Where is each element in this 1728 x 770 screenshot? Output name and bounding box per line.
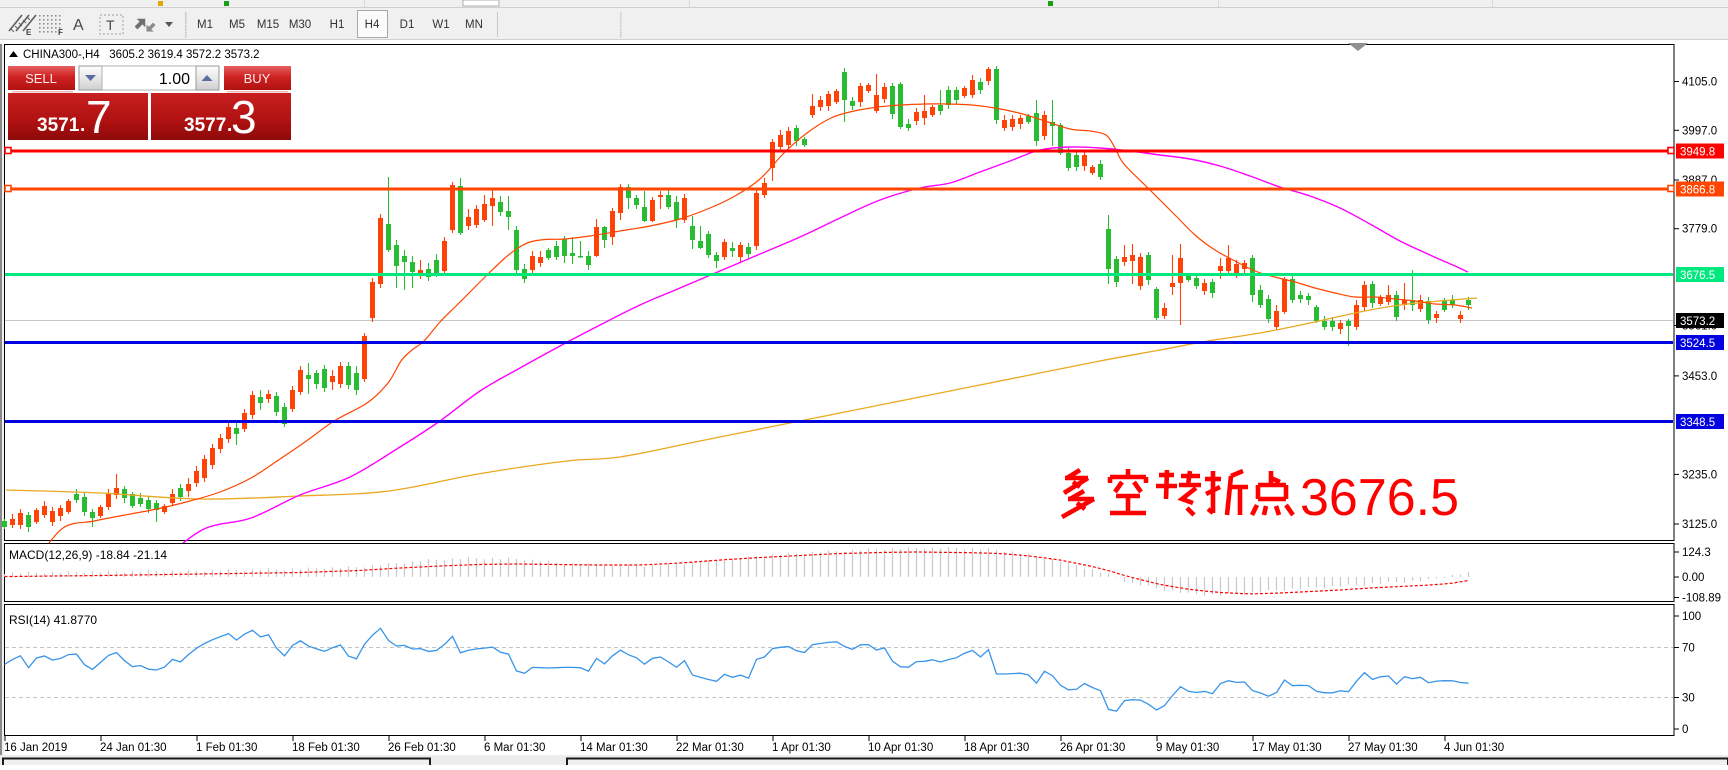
svg-text:16 Jan 2019: 16 Jan 2019 xyxy=(4,742,67,754)
svg-text:3949.8: 3949.8 xyxy=(1680,147,1715,159)
svg-text:3524.5: 3524.5 xyxy=(1680,338,1715,350)
svg-text:3676.5: 3676.5 xyxy=(1680,270,1715,282)
svg-text:T: T xyxy=(106,17,115,33)
svg-text:W1: W1 xyxy=(432,19,449,31)
svg-text:BUY: BUY xyxy=(244,71,271,86)
svg-text:26 Feb 01:30: 26 Feb 01:30 xyxy=(388,742,456,754)
svg-text:.: . xyxy=(80,115,85,136)
svg-text:70: 70 xyxy=(1682,643,1695,655)
svg-text:4105.0: 4105.0 xyxy=(1682,77,1717,89)
svg-text:18 Apr 01:30: 18 Apr 01:30 xyxy=(964,742,1029,754)
svg-text:A: A xyxy=(73,17,84,34)
svg-text:1 Apr 01:30: 1 Apr 01:30 xyxy=(772,742,831,754)
svg-text:3577: 3577 xyxy=(184,115,226,136)
svg-text:6 Mar 01:30: 6 Mar 01:30 xyxy=(484,742,545,754)
svg-text:M30: M30 xyxy=(289,19,311,31)
svg-text:1 Feb 01:30: 1 Feb 01:30 xyxy=(196,742,257,754)
svg-text:3235.0: 3235.0 xyxy=(1682,469,1717,481)
svg-text:100: 100 xyxy=(1682,611,1701,623)
svg-text:9 May 01:30: 9 May 01:30 xyxy=(1156,742,1219,754)
svg-text:3779.0: 3779.0 xyxy=(1682,224,1717,236)
svg-text:3125.0: 3125.0 xyxy=(1682,519,1717,531)
svg-text:26 Apr 01:30: 26 Apr 01:30 xyxy=(1060,742,1125,754)
svg-text:18 Feb 01:30: 18 Feb 01:30 xyxy=(292,742,360,754)
svg-text:3676.5: 3676.5 xyxy=(1300,469,1459,527)
svg-text:MACD(12,26,9) -18.84 -21.14: MACD(12,26,9) -18.84 -21.14 xyxy=(9,548,167,562)
svg-text:10 Apr 01:30: 10 Apr 01:30 xyxy=(868,742,933,754)
svg-text:30: 30 xyxy=(1682,693,1695,705)
svg-text:0.00: 0.00 xyxy=(1682,572,1704,584)
svg-text:1.00: 1.00 xyxy=(159,71,190,88)
svg-text:M1: M1 xyxy=(197,19,213,31)
svg-text:D1: D1 xyxy=(400,19,415,31)
svg-text:4 Jun 01:30: 4 Jun 01:30 xyxy=(1444,742,1504,754)
svg-text:RSI(14) 41.8770: RSI(14) 41.8770 xyxy=(9,613,97,627)
svg-text:-108.89: -108.89 xyxy=(1682,593,1721,605)
svg-text:3348.5: 3348.5 xyxy=(1680,417,1715,429)
svg-text:F: F xyxy=(58,28,63,37)
svg-text:3571: 3571 xyxy=(37,115,80,136)
svg-text:22 Mar 01:30: 22 Mar 01:30 xyxy=(676,742,744,754)
svg-text:3: 3 xyxy=(231,91,257,143)
svg-text:0: 0 xyxy=(1682,724,1688,736)
svg-text:M15: M15 xyxy=(257,19,279,31)
svg-text:17 May 01:30: 17 May 01:30 xyxy=(1252,742,1322,754)
svg-text:E: E xyxy=(26,28,32,37)
svg-text:H1: H1 xyxy=(330,19,345,31)
svg-text:124.3: 124.3 xyxy=(1682,547,1711,559)
svg-text:M5: M5 xyxy=(229,19,245,31)
svg-text:3997.0: 3997.0 xyxy=(1682,125,1717,137)
svg-text:24 Jan 01:30: 24 Jan 01:30 xyxy=(100,742,167,754)
svg-text:14 Mar 01:30: 14 Mar 01:30 xyxy=(580,742,648,754)
svg-text:27 May 01:30: 27 May 01:30 xyxy=(1348,742,1418,754)
svg-text:H4: H4 xyxy=(365,19,380,31)
svg-text:7: 7 xyxy=(86,91,112,143)
svg-text:MN: MN xyxy=(465,19,483,31)
svg-text:SELL: SELL xyxy=(25,71,57,86)
svg-text:CHINA300-,H4 3605.2 3619.4 3: CHINA300-,H4 3605.2 3619.4 3572.2 3573.2 xyxy=(23,49,260,61)
svg-text:3866.8: 3866.8 xyxy=(1680,185,1715,197)
svg-text:3573.2: 3573.2 xyxy=(1680,316,1715,328)
svg-text:3453.0: 3453.0 xyxy=(1682,371,1717,383)
svg-text:.: . xyxy=(227,115,232,136)
